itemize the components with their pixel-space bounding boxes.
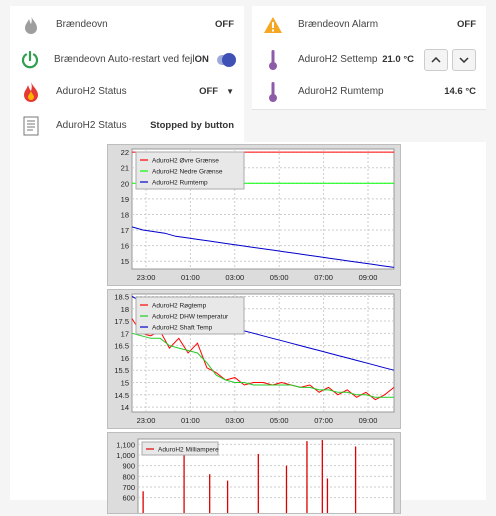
tile-status-select[interactable]: AduroH2 Status OFF ▼ xyxy=(10,74,244,110)
x-tick-label: 07:00 xyxy=(314,416,333,425)
legend-label: AduroH2 Rumtemp xyxy=(152,180,208,187)
temp-up-button[interactable] xyxy=(424,48,448,71)
series-line xyxy=(131,332,394,398)
flame-red-icon xyxy=(20,81,42,103)
x-tick-label: 05:00 xyxy=(270,416,289,425)
tile-value: OFF xyxy=(457,19,476,30)
legend-label: AduroH2 Shaft Temp xyxy=(152,325,213,332)
x-tick-label: 05:00 xyxy=(270,273,289,282)
tile-value: ON xyxy=(194,54,209,65)
thermometer-icon xyxy=(262,49,284,71)
chart-rumtemp: 15 16 17 18 19 20 21 22 23:00 01:00 03:00 05:00 07:0… xyxy=(121,148,395,282)
y-tick-label: 18.5 xyxy=(114,292,129,301)
y-tick-label: 800 xyxy=(122,472,135,481)
y-tick-label: 19 xyxy=(121,195,129,204)
legend-box xyxy=(141,441,219,456)
legend-box xyxy=(135,296,245,335)
y-tick-label: 15 xyxy=(121,257,129,266)
y-tick-label: 18 xyxy=(121,210,129,219)
tile-label: AduroH2 Status xyxy=(56,120,127,131)
tile-value: 14.6 °C xyxy=(444,86,476,97)
chart-panel-2: 14 14.5 15 15.5 16 16.5 17 17.5 18 18.5 23:00 01:00… xyxy=(10,287,486,430)
y-tick-label: 20 xyxy=(121,179,129,188)
y-tick-label: 18 xyxy=(121,305,129,314)
y-tick-label: 15.5 xyxy=(114,366,129,375)
tile-label: AduroH2 Rumtemp xyxy=(298,86,384,97)
tile-rumtemp: AduroH2 Rumtemp 14.6 °C xyxy=(252,74,486,110)
y-tick-label: 17.5 xyxy=(114,317,129,326)
legend-label: AduroH2 Milliampere xyxy=(158,447,219,454)
x-tick-label: 23:00 xyxy=(137,416,156,425)
series-line xyxy=(131,318,395,401)
y-tick-label: 22 xyxy=(121,148,129,157)
tile-label: Brændeovn xyxy=(56,19,108,30)
y-tick-label: 17 xyxy=(121,226,129,235)
legend-box xyxy=(135,151,245,190)
x-tick-label: 01:00 xyxy=(181,273,200,282)
tile-value: 21.0 °C xyxy=(382,54,414,65)
y-tick-label: 900 xyxy=(122,462,135,471)
chart-panel-3: 600 700 800 900 1,000 1,100 AduroH2 Milliamper… xyxy=(10,430,486,516)
power-icon xyxy=(20,49,40,71)
status-select-value[interactable]: OFF xyxy=(199,86,219,97)
chevron-down-icon[interactable]: ▼ xyxy=(226,87,234,96)
y-tick-label: 16.5 xyxy=(114,342,129,351)
tile-value: Stopped by button xyxy=(150,120,234,131)
y-tick-label: 14.5 xyxy=(114,391,129,400)
document-icon xyxy=(20,115,42,137)
tile-label: Brændeovn Auto-restart ved fejl xyxy=(54,54,195,65)
x-tick-label: 09:00 xyxy=(359,273,378,282)
legend-label: AduroH2 Nedre Grænse xyxy=(152,169,223,176)
chart-panel-1: 15 16 17 18 19 20 21 22 23:00 01:00 03:00 05:00 07:0… xyxy=(10,142,486,287)
warning-icon xyxy=(262,14,284,36)
legend-label: AduroH2 DHW temperatur xyxy=(152,314,229,321)
tile-value: OFF xyxy=(215,19,234,30)
x-tick-label: 03:00 xyxy=(225,273,244,282)
y-tick-label: 16 xyxy=(121,354,129,363)
series-line xyxy=(131,226,395,268)
y-tick-label: 21 xyxy=(121,164,129,173)
flame-gray-icon xyxy=(20,14,42,36)
y-tick-label: 1,000 xyxy=(116,451,135,460)
y-tick-label: 1,100 xyxy=(116,440,135,449)
tile-alarm[interactable]: Brændeovn Alarm OFF xyxy=(252,6,486,44)
tile-braendeovn[interactable]: Brændeovn OFF xyxy=(10,6,244,44)
y-tick-label: 15 xyxy=(121,379,129,388)
y-tick-label: 17 xyxy=(121,329,129,338)
x-tick-label: 07:00 xyxy=(314,273,333,282)
y-tick-label: 16 xyxy=(121,242,129,251)
x-tick-label: 01:00 xyxy=(181,416,200,425)
x-tick-label: 23:00 xyxy=(137,273,156,282)
legend-label: AduroH2 Øvre Grænse xyxy=(152,158,219,165)
y-tick-label: 14 xyxy=(121,403,129,412)
chart-temperatures: 14 14.5 15 15.5 16 16.5 17 17.5 18 18.5 23:00 01:00… xyxy=(114,292,395,425)
x-tick-label: 03:00 xyxy=(225,416,244,425)
y-tick-label: 700 xyxy=(122,483,135,492)
temp-down-button[interactable] xyxy=(452,48,476,71)
tile-status-text: AduroH2 Status Stopped by button xyxy=(10,108,244,144)
tile-label: AduroH2 Settemp xyxy=(298,54,378,65)
tile-label: Brændeovn Alarm xyxy=(298,19,379,30)
y-tick-label: 600 xyxy=(122,494,135,503)
x-tick-label: 09:00 xyxy=(359,416,378,425)
tile-label: AduroH2 Status xyxy=(56,86,127,97)
thermometer-icon xyxy=(262,81,284,103)
autorestart-toggle[interactable] xyxy=(216,52,236,67)
legend-label: AduroH2 Røgtemp xyxy=(152,303,207,310)
